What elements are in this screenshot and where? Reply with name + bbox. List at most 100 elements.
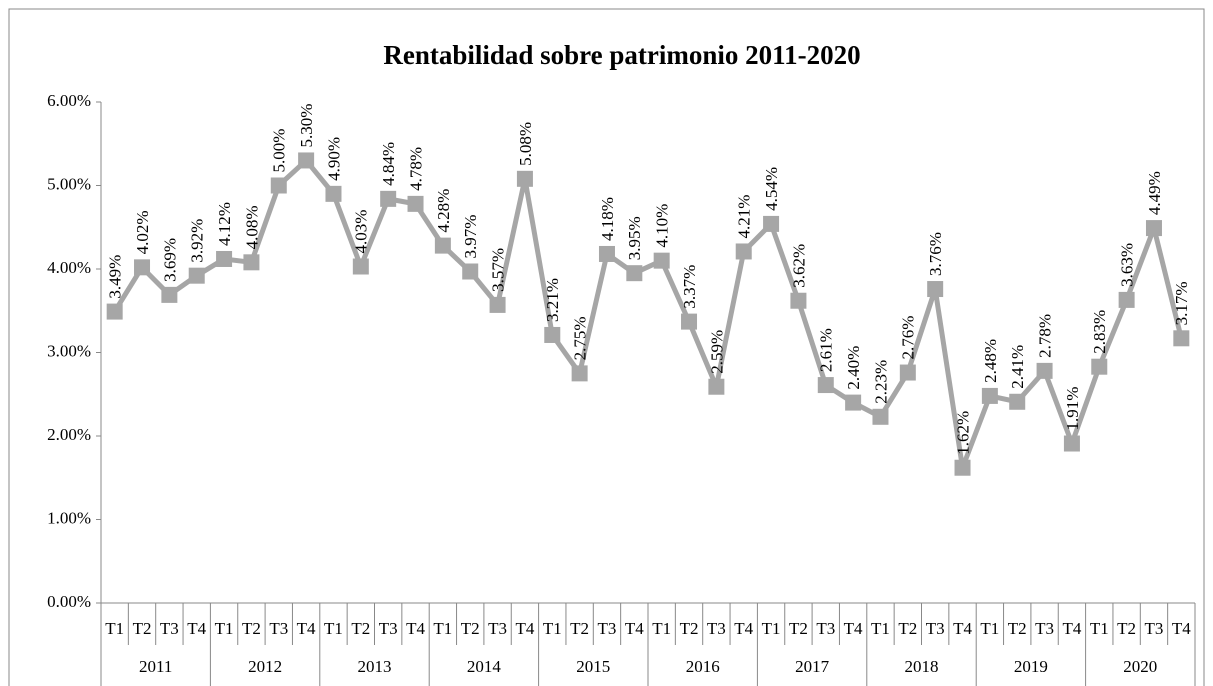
data-label: 4.78%: [406, 147, 425, 191]
marker: [352, 258, 369, 275]
x-group-label: 2017: [795, 657, 830, 676]
data-label: 3.76%: [926, 232, 945, 276]
chart-title: Rentabilidad sobre patrimonio 2011-2020: [383, 40, 860, 70]
data-label: 2.41%: [1008, 345, 1027, 389]
marker: [763, 215, 780, 232]
data-label: 2.83%: [1090, 310, 1109, 354]
x-tick-label: T2: [351, 619, 370, 638]
data-label: 4.21%: [735, 195, 754, 239]
data-label: 2.40%: [844, 346, 863, 390]
x-tick-label: T4: [297, 619, 316, 638]
data-label: 4.28%: [434, 189, 453, 233]
chart-frame: [8, 8, 1205, 686]
x-tick-label: T1: [652, 619, 671, 638]
data-label: 4.02%: [133, 210, 152, 254]
x-tick-label: T4: [844, 619, 863, 638]
y-tick-label: 6.00%: [47, 91, 91, 110]
x-group-label: 2012: [248, 657, 282, 676]
marker: [845, 394, 862, 411]
x-tick-label: T3: [598, 619, 617, 638]
marker: [298, 152, 315, 169]
y-tick-label: 5.00%: [47, 174, 91, 193]
x-tick-label: T2: [570, 619, 589, 638]
data-label: 5.30%: [297, 104, 316, 148]
data-label: 4.84%: [379, 142, 398, 186]
data-label: 3.92%: [188, 219, 207, 263]
data-label: 5.08%: [516, 122, 535, 166]
x-tick-label: T4: [1062, 619, 1081, 638]
x-tick-label: T3: [926, 619, 945, 638]
marker: [243, 254, 260, 271]
data-label: 3.63%: [1118, 243, 1137, 287]
data-label: 3.57%: [488, 248, 507, 292]
marker: [1036, 362, 1053, 379]
x-tick-label: T4: [953, 619, 972, 638]
marker: [544, 326, 561, 343]
x-tick-label: T3: [379, 619, 398, 638]
y-tick-label: 2.00%: [47, 425, 91, 444]
data-label: 2.78%: [1035, 314, 1054, 358]
x-tick-label: T2: [1008, 619, 1027, 638]
data-label: 2.76%: [899, 316, 918, 360]
x-group-label: 2011: [139, 657, 172, 676]
marker: [1091, 358, 1108, 375]
x-tick-label: T4: [406, 619, 425, 638]
x-tick-label: T3: [707, 619, 726, 638]
x-tick-label: T2: [1117, 619, 1136, 638]
data-label: 3.62%: [789, 244, 808, 288]
x-tick-label: T1: [433, 619, 452, 638]
data-label: 4.08%: [242, 205, 261, 249]
x-group-label: 2019: [1014, 657, 1048, 676]
marker: [708, 378, 725, 395]
marker: [407, 195, 424, 212]
data-label: 4.54%: [762, 167, 781, 211]
x-tick-label: T4: [515, 619, 534, 638]
x-tick-label: T4: [625, 619, 644, 638]
x-group-label: 2015: [576, 657, 610, 676]
x-tick-label: T1: [980, 619, 999, 638]
data-label: 3.69%: [160, 238, 179, 282]
x-group-label: 2018: [905, 657, 939, 676]
x-tick-label: T1: [1090, 619, 1109, 638]
data-label: 2.23%: [871, 360, 890, 404]
marker: [134, 259, 151, 276]
marker: [270, 177, 287, 194]
marker: [653, 252, 670, 269]
x-tick-label: T3: [816, 619, 835, 638]
x-tick-label: T2: [680, 619, 699, 638]
data-label: 2.75%: [571, 316, 590, 360]
x-tick-label: T4: [734, 619, 753, 638]
x-tick-label: T4: [1172, 619, 1191, 638]
data-label: 1.91%: [1063, 387, 1082, 431]
x-tick-label: T3: [269, 619, 288, 638]
data-label: 4.12%: [215, 202, 234, 246]
data-label: 4.49%: [1145, 171, 1164, 215]
x-tick-label: T3: [160, 619, 179, 638]
marker: [1118, 291, 1135, 308]
y-tick-label: 1.00%: [47, 508, 91, 527]
data-label: 4.10%: [653, 204, 672, 248]
x-tick-label: T2: [242, 619, 261, 638]
x-tick-label: T1: [105, 619, 124, 638]
x-tick-label: T3: [488, 619, 507, 638]
data-label: 2.59%: [707, 330, 726, 374]
y-tick-label: 0.00%: [47, 592, 91, 611]
marker: [735, 243, 752, 260]
x-tick-label: T2: [461, 619, 480, 638]
marker: [216, 250, 233, 267]
marker: [188, 267, 205, 284]
x-tick-label: T1: [871, 619, 890, 638]
x-group-label: 2016: [686, 657, 720, 676]
y-tick-label: 3.00%: [47, 341, 91, 360]
x-tick-label: T2: [789, 619, 808, 638]
x-group-label: 2013: [358, 657, 392, 676]
data-label: 5.00%: [270, 129, 289, 173]
marker: [325, 185, 342, 202]
marker: [626, 265, 643, 282]
x-tick-label: T3: [1145, 619, 1164, 638]
marker: [954, 459, 971, 476]
x-tick-label: T1: [215, 619, 234, 638]
marker: [1009, 393, 1026, 410]
marker: [489, 296, 506, 313]
